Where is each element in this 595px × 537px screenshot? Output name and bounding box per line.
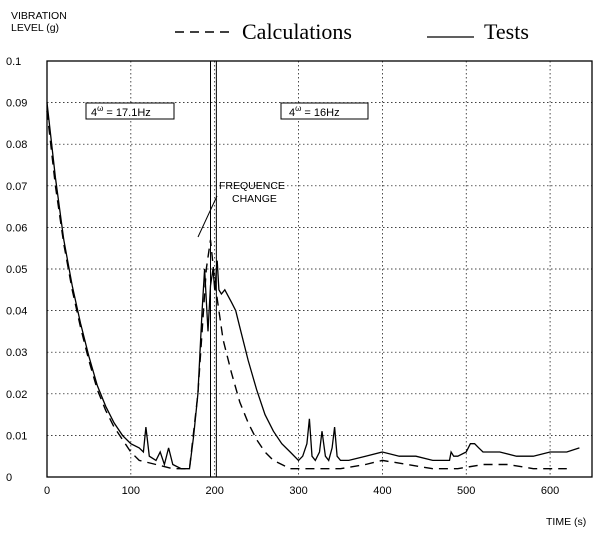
legend-calculations-label: Calculations: [242, 19, 352, 44]
y-tick-label: 0.1: [6, 56, 21, 68]
grid: [47, 61, 592, 477]
y-tick-label: 0.08: [6, 139, 27, 151]
series-lines: [47, 103, 579, 469]
x-tick-label: 200: [206, 485, 224, 497]
annotation-frequence-change: FREQUENCE CHANGE: [198, 180, 285, 237]
annotation-frequence-line1: FREQUENCE: [219, 180, 285, 192]
x-tick-label: 300: [289, 485, 307, 497]
x-tick-label: 100: [122, 485, 140, 497]
y-ticks: 0 0.01 0.02 0.03 0.04 0.05 0.06 0.07 0.08 0.09 0.1: [6, 56, 27, 484]
y-tick-label: 0.02: [6, 389, 27, 401]
series-tests-line: [47, 103, 579, 469]
y-tick-label: 0.09: [6, 98, 27, 110]
y-tick-label: 0.03: [6, 347, 27, 359]
y-axis-label-line2: LEVEL (g): [11, 22, 59, 34]
y-tick-label: 0.07: [6, 181, 27, 193]
x-tick-label: 400: [373, 485, 391, 497]
y-tick-label: 0: [6, 472, 12, 484]
x-axis-label: TIME (s): [546, 516, 586, 528]
annotation-17-1hz: 4ω = 17.1Hz: [86, 103, 174, 119]
legend: Calculations Tests: [175, 19, 529, 44]
annotation-frequence-pointer: [198, 196, 217, 237]
annotation-frequence-line2: CHANGE: [232, 193, 277, 205]
legend-tests-label: Tests: [484, 19, 529, 44]
x-tick-label: 500: [457, 485, 475, 497]
annotation-16hz: 4ω = 16Hz: [281, 103, 368, 119]
x-tick-label: 600: [541, 485, 559, 497]
y-tick-label: 0.06: [6, 222, 27, 234]
y-axis-label-line1: VIBRATION: [11, 10, 67, 22]
x-tick-label: 0: [44, 485, 50, 497]
y-tick-label: 0.05: [6, 264, 27, 276]
y-tick-label: 0.01: [6, 430, 27, 442]
x-ticks: 0 100 200 300 400 500 600: [44, 485, 559, 497]
y-tick-label: 0.04: [6, 306, 27, 318]
series-calculations-line: [47, 111, 567, 469]
